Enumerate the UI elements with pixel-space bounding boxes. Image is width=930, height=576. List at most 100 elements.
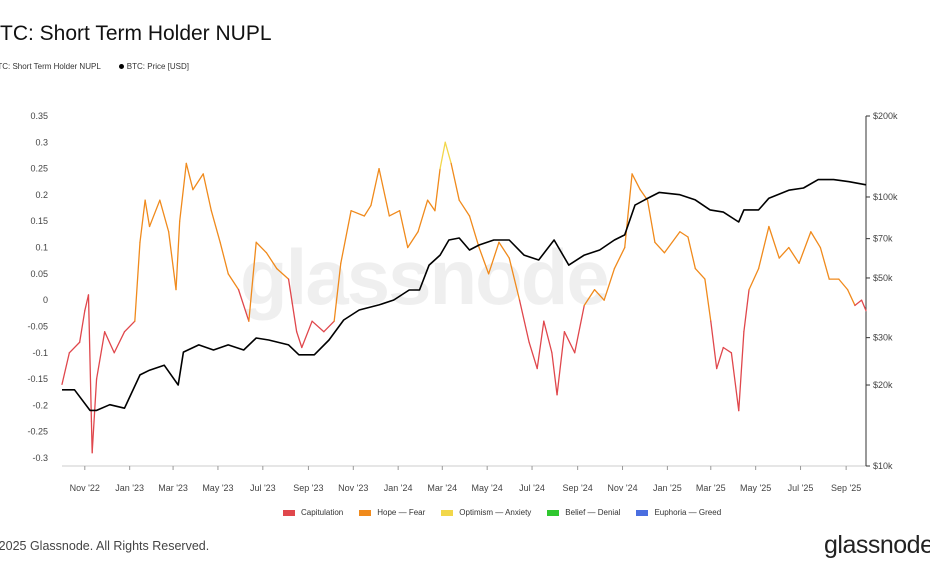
zone-legend-item[interactable]: Optimism — Anxiety — [441, 508, 531, 517]
nupl-segment — [603, 267, 616, 301]
zone-swatch-icon — [547, 509, 560, 516]
price-line — [62, 178, 867, 412]
left-tick-label: -0.05 — [27, 321, 48, 331]
nupl-segment — [778, 246, 790, 259]
nupl-segment — [363, 204, 372, 217]
nupl-segment — [407, 231, 419, 249]
nupl-segment — [144, 199, 151, 228]
nupl-segment — [468, 215, 480, 249]
nupl-segment — [478, 246, 490, 275]
nupl-segment — [694, 267, 706, 280]
nupl-segment — [583, 288, 596, 307]
nupl-segment — [139, 199, 146, 243]
zone-legend-label: Belief — Denial — [565, 508, 621, 517]
nupl-segment — [227, 273, 240, 291]
x-tick-label: Sep '25 — [831, 483, 861, 493]
nupl-segment — [646, 199, 656, 243]
x-tick-label: May '23 — [202, 483, 233, 493]
nupl-segment — [810, 231, 822, 249]
nupl-segment — [301, 320, 313, 349]
right-tick-label: $10k — [873, 461, 893, 471]
nupl-segment — [838, 278, 849, 291]
x-tick-label: Mar '23 — [158, 483, 188, 493]
right-tick-label: $200k — [873, 111, 898, 121]
x-tick-label: Mar '24 — [427, 483, 457, 493]
left-tick-label: -0.15 — [27, 374, 48, 384]
zone-legend: Capitulation Hope — Fear Optimism — Anxiet… — [283, 508, 721, 517]
nupl-segment — [311, 320, 325, 333]
x-tick-label: Jul '25 — [788, 483, 814, 493]
nupl-segment — [255, 241, 268, 254]
nupl-segment — [378, 167, 390, 217]
nupl-segment — [679, 231, 689, 238]
left-tick-label: 0.2 — [35, 190, 48, 200]
nupl-segment — [556, 331, 566, 396]
nupl-segment — [202, 173, 212, 212]
nupl-segment — [860, 299, 867, 312]
nupl-segment — [518, 299, 530, 343]
nupl-segment — [450, 162, 460, 201]
nupl-segment — [192, 173, 204, 191]
chart-title: BTC: Short Term Holder NUPL — [0, 22, 272, 45]
nupl-segment — [543, 320, 553, 354]
nupl-segment — [654, 241, 666, 254]
nupl-segment — [323, 320, 335, 333]
nupl-segment — [846, 288, 856, 307]
zone-legend-label: Hope — Fear — [377, 508, 426, 517]
nupl-segment — [757, 225, 770, 270]
left-tick-label: -0.2 — [32, 400, 48, 410]
nupl-segment — [340, 210, 352, 264]
right-tick-label: $100k — [873, 192, 898, 202]
nupl-segment — [458, 199, 471, 217]
nupl-segment — [79, 310, 86, 343]
series-legend-nupl[interactable]: BTC: Short Term Holder NUPL — [0, 62, 101, 71]
nupl-segment — [439, 141, 446, 170]
left-tick-label: -0.25 — [27, 427, 48, 437]
nupl-segment — [730, 352, 740, 412]
nupl-segment — [819, 246, 830, 280]
nupl-segment — [185, 162, 194, 191]
nupl-segment — [219, 241, 229, 275]
zone-legend-item[interactable]: Belief — Denial — [547, 508, 620, 517]
x-tick-label: Nov '22 — [70, 483, 100, 493]
zone-legend-item[interactable]: Hope — Fear — [359, 508, 425, 517]
left-tick-label: 0.25 — [30, 164, 48, 174]
right-tick-label: $20k — [873, 380, 893, 390]
zone-swatch-icon — [441, 509, 454, 516]
x-tick-label: Jul '23 — [250, 483, 276, 493]
x-tick-label: May '24 — [472, 483, 503, 493]
nupl-segment — [84, 294, 90, 312]
zone-legend-label: Optimism — Anxiety — [459, 508, 532, 517]
nupl-segment — [265, 252, 278, 270]
copyright: © 2025 Glassnode. All Rights Reserved. — [0, 539, 210, 553]
glassnode-logo: glassnode — [824, 531, 930, 559]
right-tick-label: $50k — [873, 273, 893, 283]
nupl-segment — [563, 331, 576, 354]
x-tick-label: Sep '24 — [563, 483, 593, 493]
zone-swatch-icon — [283, 509, 295, 516]
nupl-segment — [788, 246, 800, 264]
nupl-segment — [508, 257, 521, 301]
zone-legend-item[interactable]: Euphoria — Greed — [636, 508, 721, 517]
left-tick-label: 0.05 — [30, 269, 48, 279]
zone-legend-label: Capitulation — [301, 508, 344, 517]
series-legend-price[interactable]: BTC: Price [USD] — [118, 62, 189, 71]
nupl-segment — [574, 304, 585, 354]
zone-swatch-icon — [636, 509, 649, 516]
nupl-segment — [710, 320, 718, 370]
left-tick-label: -0.1 — [32, 348, 48, 358]
left-tick-label: 0.15 — [30, 216, 48, 226]
nupl-segment — [663, 231, 681, 254]
nupl-segment — [798, 231, 812, 264]
nupl-segment — [148, 199, 161, 228]
nupl-segment — [768, 225, 780, 259]
nupl-segment — [168, 231, 177, 291]
nupl-segment — [487, 241, 500, 275]
nupl-segment — [748, 267, 760, 291]
nupl-segment — [104, 331, 115, 354]
nupl-segment — [91, 378, 98, 454]
nupl-segment — [113, 331, 126, 354]
nupl-segment — [426, 199, 436, 212]
x-tick-label: Mar '25 — [696, 483, 726, 493]
zone-legend-item[interactable]: Capitulation — [283, 508, 343, 517]
